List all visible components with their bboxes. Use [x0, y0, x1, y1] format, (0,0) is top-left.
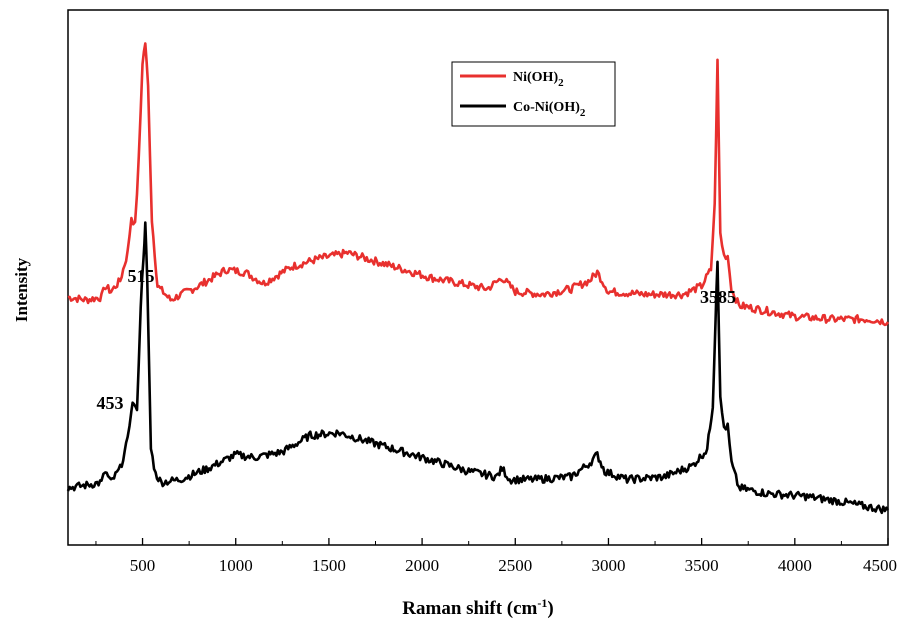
annotation-453: 453 — [97, 393, 124, 413]
legend-label-co-ni-oh2: Co-Ni(OH)2 — [513, 100, 586, 119]
y-axis-label: Intensity — [12, 257, 31, 322]
legend-label-ni-oh2: Ni(OH)2 — [513, 70, 564, 89]
series-line-ni-oh2 — [67, 42, 890, 327]
series-line-co-ni-oh2 — [66, 221, 890, 515]
x-tick-label-1500: 1500 — [312, 556, 346, 575]
x-tick-label-4500: 4500 — [863, 556, 897, 575]
x-tick-label-4000: 4000 — [778, 556, 812, 575]
x-axis-ticks: 500 1000 1500 2000 2500 3000 3500 4000 4500 — [95, 538, 897, 575]
x-tick-label-3000: 3000 — [591, 556, 625, 575]
legend: Ni(OH)2 Co-Ni(OH)2 — [451, 61, 616, 127]
x-axis-label: Raman shift (cm-1) — [402, 596, 553, 619]
x-tick-label-2500: 2500 — [498, 556, 532, 575]
annotation-515: 515 — [128, 266, 155, 286]
annotation-3585: 3585 — [700, 287, 736, 307]
series-group — [66, 42, 890, 515]
legend-box — [451, 61, 616, 127]
x-tick-label-2000: 2000 — [405, 556, 439, 575]
x-tick-label-1000: 1000 — [219, 556, 253, 575]
plot-frame — [67, 9, 889, 546]
x-tick-label-500: 500 — [130, 556, 156, 575]
x-tick-label-3500: 3500 — [685, 556, 719, 575]
